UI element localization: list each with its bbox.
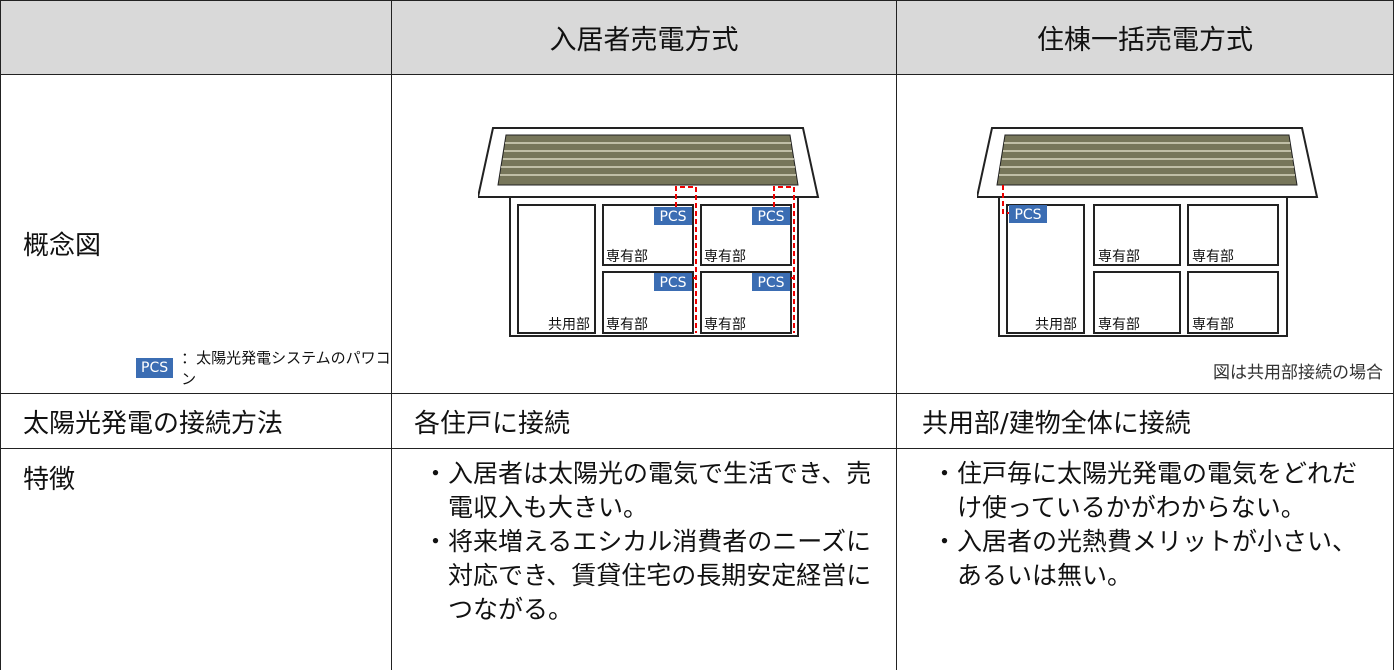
row-label: 概念図 (23, 231, 102, 261)
common-label: 共用部 (548, 317, 590, 333)
feature-cell: ・住戸毎に太陽光発電の電気をどれだけ使っているかがわからない。 ・入居者の光熱費… (897, 449, 1394, 670)
cell-text: 共用部/建物全体に接続 (897, 394, 1394, 449)
pcs-label: PCS (757, 275, 784, 291)
unit-label: 専有部 (1192, 317, 1234, 333)
house-diagram: PCS PCS PCS PCS 専有部 専有部 専有部 専有部 共用部 (478, 127, 820, 337)
house-diagram: PCS 専有部 専有部 専有部 専有部 共用部 (977, 127, 1319, 337)
row-label: 特徴 (23, 465, 76, 495)
legend-text: ：太陽光発電システムのパワコン (181, 349, 391, 388)
feature-cell: ・入居者は太陽光の電気で生活でき、売電収入も大きい。 ・将来増えるエシカル消費者… (392, 449, 897, 670)
pcs-label: PCS (659, 275, 686, 291)
pcs-label: PCS (757, 209, 784, 225)
cell-text: 各住戸に接続 (392, 394, 897, 449)
row-label-cell: 概念図 PCS ：太陽光発電システムのパワコン (0, 75, 392, 394)
pcs-label: PCS (659, 209, 686, 225)
unit-label: 専有部 (1192, 249, 1234, 265)
column-header: 入居者売電方式 (392, 0, 897, 75)
pcs-label: PCS (1014, 207, 1041, 223)
diagram-note: 図は共用部接続の場合 (1213, 363, 1383, 383)
diagram-cell: PCS 専有部 専有部 専有部 専有部 共用部 図は共用部接続の場合 (897, 75, 1394, 394)
corner-cell (0, 0, 392, 75)
bullet: ・入居者は太陽光の電気で生活でき、売電収入も大きい。 (423, 459, 872, 522)
unit-label: 専有部 (1098, 317, 1140, 333)
column-header: 住棟一括売電方式 (897, 0, 1394, 75)
pcs-badge: PCS (136, 358, 174, 378)
unit-label: 専有部 (606, 317, 648, 333)
unit-label: 専有部 (1098, 249, 1140, 265)
legend: PCS ：太陽光発電システムのパワコン (136, 347, 391, 389)
unit-label: 専有部 (606, 249, 648, 265)
diagram-cell: PCS PCS PCS PCS 専有部 専有部 専有部 専有部 共用部 (392, 75, 897, 394)
bullet: ・住戸毎に太陽光発電の電気をどれだけ使っているかがわからない。 (932, 459, 1358, 522)
row-label: 太陽光発電の接続方法 (0, 394, 392, 449)
row-label-cell: 特徴 (0, 449, 392, 670)
unit-label: 専有部 (704, 249, 746, 265)
bullet: ・将来増えるエシカル消費者のニーズに対応でき、賃貸住宅の長期安定経営につながる。 (423, 527, 872, 624)
bullet: ・入居者の光熱費メリットが小さい、あるいは無い。 (932, 527, 1358, 590)
common-label: 共用部 (1035, 317, 1077, 333)
unit-label: 専有部 (704, 317, 746, 333)
